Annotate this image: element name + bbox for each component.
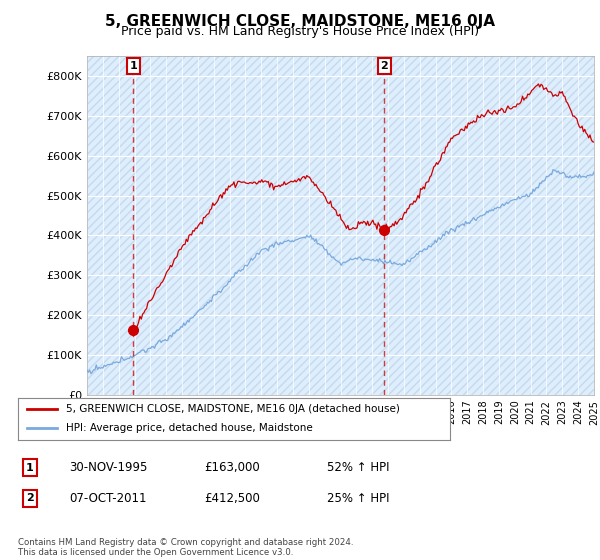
Text: 1: 1	[130, 61, 137, 71]
Text: 07-OCT-2011: 07-OCT-2011	[69, 492, 146, 505]
Text: £412,500: £412,500	[204, 492, 260, 505]
Text: 1: 1	[26, 463, 34, 473]
Text: HPI: Average price, detached house, Maidstone: HPI: Average price, detached house, Maid…	[65, 423, 312, 433]
Text: 52% ↑ HPI: 52% ↑ HPI	[327, 461, 389, 474]
Text: Price paid vs. HM Land Registry's House Price Index (HPI): Price paid vs. HM Land Registry's House …	[121, 25, 479, 38]
Text: 30-NOV-1995: 30-NOV-1995	[69, 461, 148, 474]
Text: 5, GREENWICH CLOSE, MAIDSTONE, ME16 0JA (detached house): 5, GREENWICH CLOSE, MAIDSTONE, ME16 0JA …	[65, 404, 400, 414]
Text: 5, GREENWICH CLOSE, MAIDSTONE, ME16 0JA: 5, GREENWICH CLOSE, MAIDSTONE, ME16 0JA	[105, 14, 495, 29]
Text: 25% ↑ HPI: 25% ↑ HPI	[327, 492, 389, 505]
Text: £163,000: £163,000	[204, 461, 260, 474]
Text: 2: 2	[380, 61, 388, 71]
Text: 2: 2	[26, 493, 34, 503]
Text: Contains HM Land Registry data © Crown copyright and database right 2024.
This d: Contains HM Land Registry data © Crown c…	[18, 538, 353, 557]
